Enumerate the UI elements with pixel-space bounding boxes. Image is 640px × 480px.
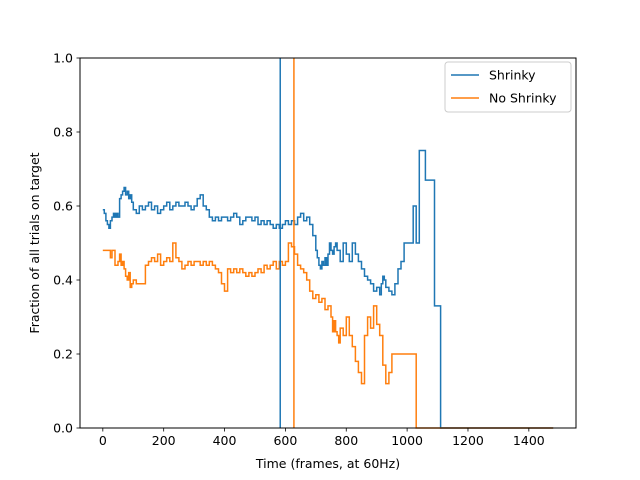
- legend-label-no-shrinky: No Shrinky: [489, 91, 557, 106]
- y-axis-label: Fraction of all trials on target: [27, 152, 42, 333]
- series-line-no-shrinky: [102, 242, 554, 429]
- x-tick-label: 1200: [452, 433, 484, 448]
- y-tick-label: 0.6: [53, 199, 73, 214]
- x-tick-label: 1000: [391, 433, 423, 448]
- x-tick-label: 800: [334, 433, 358, 448]
- x-tick-label: 400: [213, 433, 237, 448]
- plot-frame: [79, 57, 577, 429]
- y-tick-label: 0.2: [53, 347, 73, 362]
- x-tick-label: 600: [273, 433, 297, 448]
- y-tick-label: 0.4: [53, 273, 73, 288]
- y-tick-label: 1.0: [53, 51, 73, 66]
- legend: Shrinky No Shrinky: [444, 61, 572, 113]
- x-axis: 0 200 400 600 800 1000 1200 1400: [99, 428, 545, 448]
- x-axis-label: Time (frames, at 60Hz): [255, 456, 400, 471]
- y-axis: 0.0 0.2 0.4 0.6 0.8 1.0: [53, 51, 80, 436]
- x-tick-label: 200: [152, 433, 176, 448]
- x-tick-label: 0: [99, 433, 107, 448]
- y-tick-label: 0.0: [53, 421, 73, 436]
- x-tick-label: 1400: [513, 433, 545, 448]
- legend-label-shrinky: Shrinky: [489, 68, 536, 83]
- series-line-shrinky: [102, 149, 554, 429]
- plot-area: [102, 149, 554, 429]
- vertical-markers: [279, 58, 295, 428]
- y-tick-label: 0.8: [53, 125, 73, 140]
